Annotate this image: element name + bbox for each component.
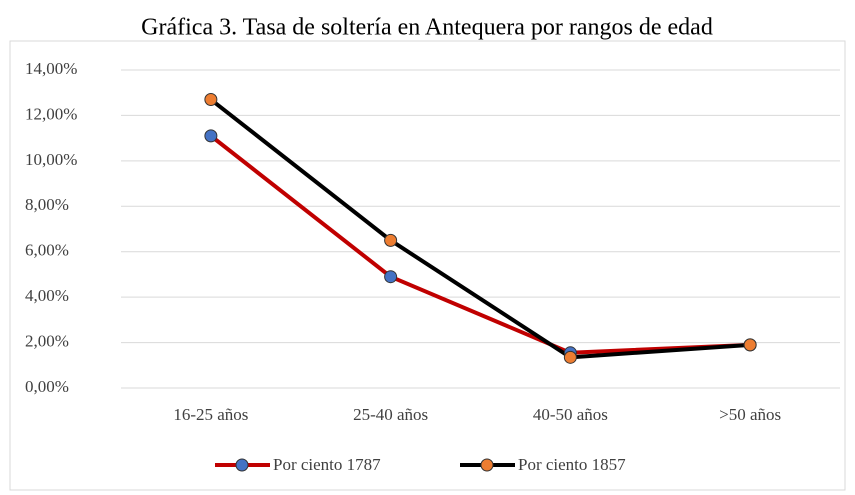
- y-tick-label: 4,00%: [25, 286, 69, 305]
- chart-title: Gráfica 3. Tasa de soltería en Antequera…: [141, 15, 713, 41]
- data-point: [743, 338, 757, 352]
- data-point: [384, 270, 398, 284]
- x-tick-label: >50 años: [719, 405, 781, 424]
- series-line: [209, 97, 751, 360]
- y-tick-label: 10,00%: [25, 150, 77, 169]
- data-point: [563, 350, 577, 364]
- y-tick-label: 14,00%: [25, 59, 77, 78]
- series-line: [209, 134, 751, 355]
- y-tick-label: 0,00%: [25, 377, 69, 396]
- y-tick-label: 6,00%: [25, 241, 69, 260]
- legend-swatch-marker: [235, 458, 249, 472]
- data-point: [204, 129, 218, 143]
- legend-label: Por ciento 1857: [518, 455, 626, 474]
- x-tick-label: 16-25 años: [173, 405, 248, 424]
- y-tick-label: 2,00%: [25, 331, 69, 350]
- legend-swatch-marker: [480, 458, 494, 472]
- x-tick-label: 40-50 años: [533, 405, 608, 424]
- x-tick-label: 25-40 años: [353, 405, 428, 424]
- legend-label: Por ciento 1787: [273, 455, 381, 474]
- y-tick-label: 8,00%: [25, 195, 69, 214]
- y-tick-label: 12,00%: [25, 104, 77, 123]
- data-point: [204, 93, 218, 107]
- data-point: [384, 233, 398, 247]
